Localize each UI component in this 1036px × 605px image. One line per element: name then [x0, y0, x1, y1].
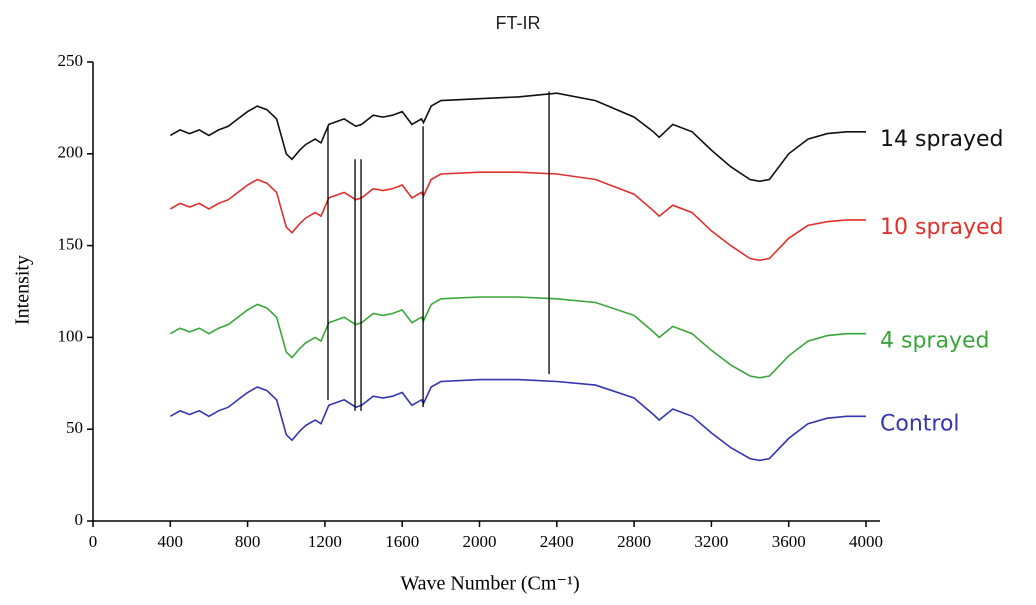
- series-line: [169, 378, 866, 462]
- x-tick-label: 2400: [540, 532, 574, 551]
- y-tick-label: 100: [58, 326, 84, 345]
- y-tick-label: 150: [58, 235, 84, 254]
- x-tick-label: 3200: [694, 532, 728, 551]
- y-tick-label: 0: [75, 510, 84, 529]
- series-label: Control: [880, 411, 960, 436]
- x-tick-label: 0: [89, 532, 98, 551]
- x-tick-label: 1200: [308, 532, 342, 551]
- y-axis-label: Intensity: [12, 255, 34, 325]
- x-tick-label: 3600: [772, 532, 806, 551]
- x-tick-label: 4000: [849, 532, 883, 551]
- x-tick-label: 2000: [463, 532, 497, 551]
- y-tick-label: 50: [66, 418, 83, 437]
- x-tick-label: 1600: [385, 532, 419, 551]
- y-tick-label: 200: [58, 143, 84, 162]
- x-tick-label: 400: [158, 532, 184, 551]
- x-tick-label: 2800: [617, 532, 651, 551]
- series-label: 4 sprayed: [880, 329, 989, 354]
- series-line: [169, 92, 866, 183]
- series-label: 14 sprayed: [880, 127, 1003, 152]
- series-line: [169, 296, 866, 379]
- chart-title: FT-IR: [496, 13, 541, 33]
- series-line: [169, 171, 866, 262]
- series-label: 10 sprayed: [880, 215, 1003, 240]
- y-tick-label: 250: [58, 51, 84, 70]
- x-tick-label: 800: [235, 532, 261, 551]
- x-axis-label: Wave Number (Cm⁻¹): [400, 573, 579, 595]
